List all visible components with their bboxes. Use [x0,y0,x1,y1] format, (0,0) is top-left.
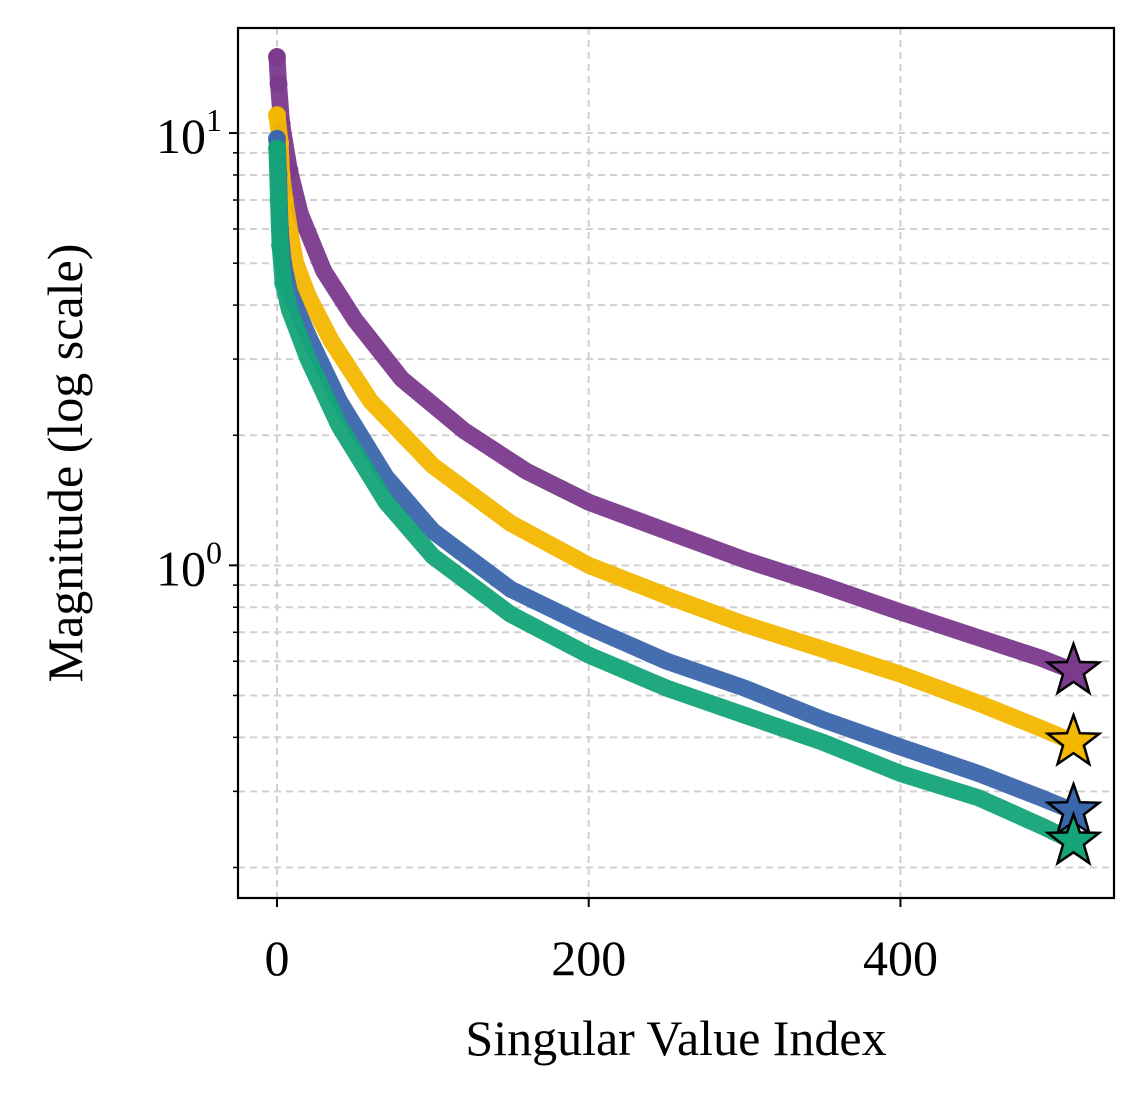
end-star-marker-yellow [1044,711,1103,768]
y-tick-label: 101 [156,102,222,164]
data-point-yellow [267,106,286,125]
y-tick-label: 100 [156,534,222,596]
x-tick-labels: 0 200 400 [264,930,937,986]
data-point-green [267,139,286,158]
end-markers [1044,640,1103,867]
data-point-green [274,273,293,292]
series-layer [267,47,1082,850]
ticks [229,132,902,907]
y-tick-labels: 100 101 [156,102,222,596]
x-tick-label: 200 [551,930,626,986]
y-axis-label: Magnitude (log scale) [37,244,93,683]
x-tick-label: 400 [863,930,938,986]
data-point-purple [269,74,288,93]
x-axis-label: Singular Value Index [465,1010,886,1066]
x-tick-label: 0 [264,930,289,986]
data-point-green [271,236,290,255]
plot-frame [236,26,1116,900]
end-star-marker-green [1044,810,1103,867]
end-star-marker-purple [1044,640,1103,696]
data-point-purple [267,47,286,66]
data-point-green [269,191,288,210]
